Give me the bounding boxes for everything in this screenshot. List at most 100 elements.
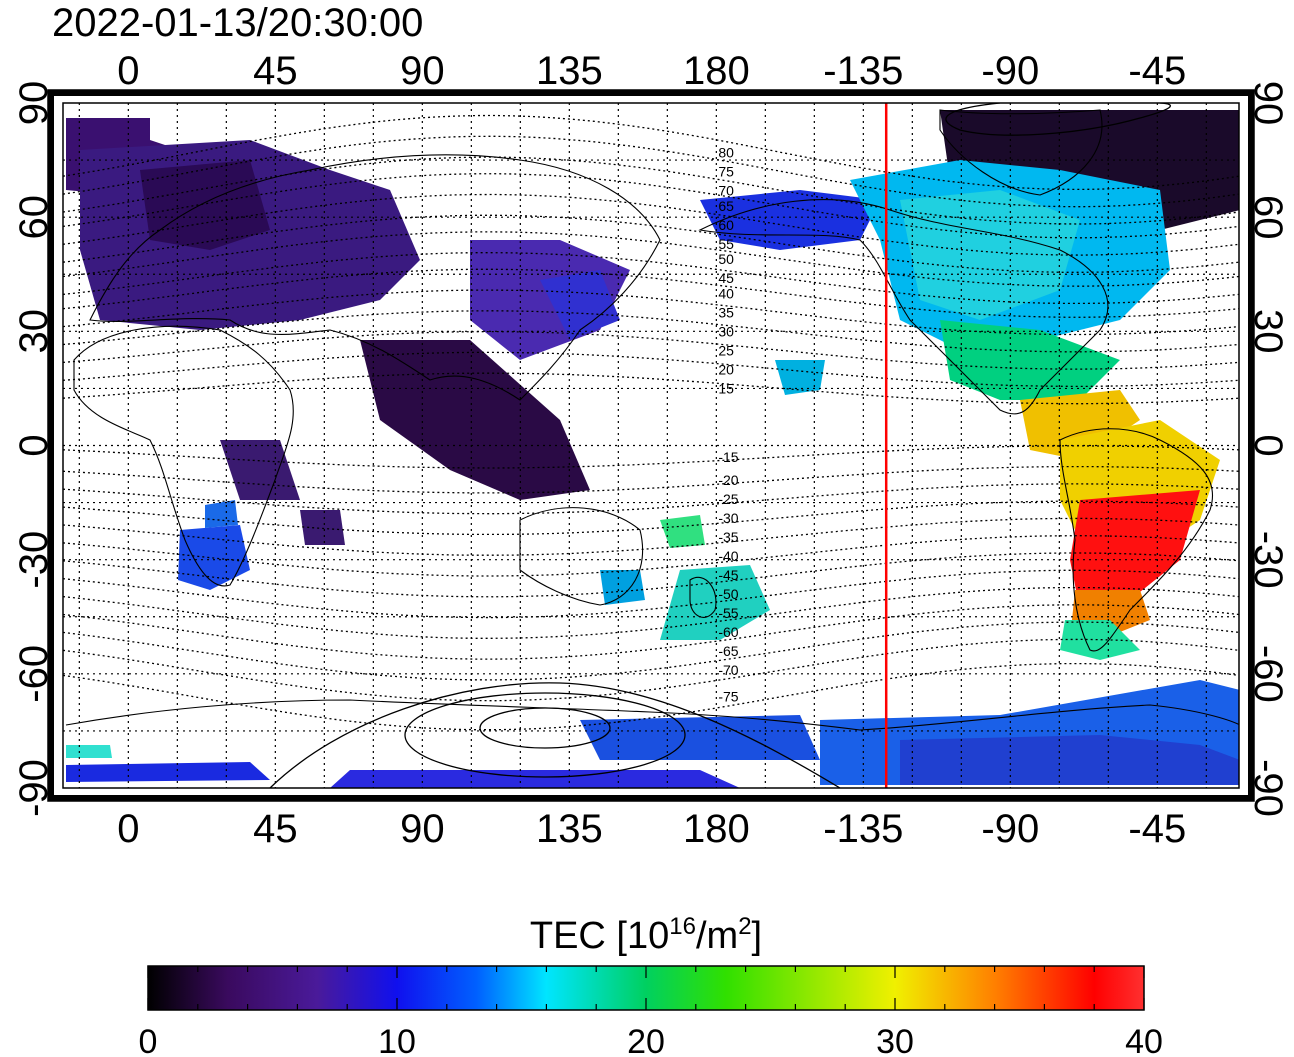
bottom-longitude-label: -135 (823, 807, 903, 851)
contour-label: 35 (718, 304, 734, 320)
tec-data-layer (66, 110, 1239, 788)
left-latitude-label: -90 (12, 759, 56, 817)
frame-top-bar (48, 90, 1254, 96)
left-latitude-label: 60 (12, 195, 56, 240)
magnetic-contour-line (63, 252, 1239, 305)
frame-left-bar (48, 90, 54, 801)
right-latitude-label: 0 (1246, 434, 1290, 456)
coast-eurasia (89, 154, 661, 401)
magnetic-contour-line (63, 445, 1239, 469)
magnetic-contour-line (63, 372, 1239, 405)
colorbar-tick-label: 40 (1125, 1023, 1163, 1057)
bottom-longitude-label: 180 (683, 807, 750, 851)
contour-label: -75 (718, 689, 738, 705)
magnetic-contour-line (63, 351, 1239, 388)
magnetic-contour-line (63, 289, 1239, 336)
contour-label: -30 (718, 510, 738, 526)
contour-label: -55 (718, 605, 738, 621)
left-latitude-label: 90 (12, 81, 56, 126)
magnetic-pole-contours (269, 103, 1172, 788)
bottom-longitude-label: -45 (1128, 807, 1186, 851)
left-latitude-label: 0 (12, 434, 56, 456)
magnetic-contour-line (63, 483, 1239, 515)
magnetic-contour-line (63, 330, 1239, 370)
right-latitude-label: -90 (1246, 759, 1290, 817)
contour-label: -70 (718, 662, 738, 678)
contour-label: -60 (718, 624, 738, 640)
contour-label: 55 (718, 236, 734, 252)
map-inner-frame (62, 102, 1240, 789)
tec-colorbar: TEC [1016/m2] 0 10 20 30 40 (139, 913, 1163, 1057)
right-latitude-label: 30 (1246, 309, 1290, 354)
coast-australia (519, 507, 644, 606)
contour-label: 40 (718, 285, 734, 301)
contour-label: -40 (718, 548, 738, 564)
right-latitude-label: -30 (1246, 531, 1290, 589)
top-longitude-label: 45 (253, 49, 298, 93)
contour-label: 20 (718, 361, 734, 377)
contour-label: 25 (718, 342, 734, 358)
contour-label: 15 (718, 380, 734, 396)
frame-right-bar (1248, 90, 1254, 801)
bottom-longitude-label: 0 (117, 807, 139, 851)
colorbar-tick-labels: 0 10 20 30 40 (139, 1023, 1163, 1057)
right-latitude-label: 90 (1246, 81, 1290, 126)
contour-label: 50 (718, 251, 734, 267)
magnetic-contour-line (63, 268, 1239, 318)
contour-label: -25 (718, 491, 738, 507)
magnetic-contour-line (63, 604, 1239, 660)
timestamp-title: 2022-01-13/20:30:00 (52, 1, 423, 45)
contour-label: 75 (718, 164, 734, 180)
top-longitude-label: 0 (117, 49, 139, 93)
magnetic-contour-line (63, 586, 1239, 639)
contour-label: -65 (718, 643, 738, 659)
bottom-longitude-label: 135 (536, 807, 603, 851)
magnetic-contour-line (63, 638, 1239, 702)
tec-map: 8075706560555045403530252015-15-20-25-30… (12, 49, 1290, 851)
coast-new-zealand (689, 577, 717, 618)
bottom-longitude-labels: 0 45 90 135 180 -135 -90 -45 (117, 807, 1186, 851)
coast-south-america (1059, 428, 1214, 652)
coast-greenland (939, 109, 1103, 196)
contour-label: -20 (718, 472, 738, 488)
contour-label: 30 (718, 323, 734, 339)
contour-label: -45 (718, 567, 738, 583)
left-latitude-labels: 90 60 30 0 -30 -60 -90 (12, 81, 56, 817)
contour-label: 70 (718, 183, 734, 199)
contour-label: -50 (718, 586, 738, 602)
magnetic-contour-line (63, 465, 1239, 494)
left-latitude-label: -60 (12, 645, 56, 703)
magnetic-contour-line (63, 114, 1239, 191)
left-latitude-label: 30 (12, 309, 56, 354)
top-longitude-labels: 0 45 90 135 180 -135 -90 -45 (117, 49, 1186, 93)
magnetic-latitude-contours (63, 114, 1239, 731)
colorbar-ticks (147, 966, 1145, 1010)
coast-antarctica (65, 699, 1239, 731)
colorbar-tick-label: 10 (378, 1023, 416, 1057)
magnetic-contour-line (63, 517, 1239, 556)
magnetic-contour-line (63, 500, 1239, 536)
colorbar-tick-label: 20 (627, 1023, 665, 1057)
magnetic-contour-line (63, 621, 1239, 681)
right-latitude-label: -60 (1246, 645, 1290, 703)
coastlines (65, 109, 1239, 731)
top-longitude-label: 180 (683, 49, 750, 93)
bottom-longitude-label: 90 (400, 807, 445, 851)
contour-label: 65 (718, 198, 734, 214)
bottom-longitude-label: -90 (981, 807, 1039, 851)
colorbar-tick-label: 30 (876, 1023, 914, 1057)
top-longitude-label: -45 (1128, 49, 1186, 93)
magnetic-contour-line (63, 231, 1239, 287)
top-longitude-label: 90 (400, 49, 445, 93)
right-latitude-labels: 90 60 30 0 -30 -60 -90 (1246, 81, 1290, 817)
top-longitude-label: 135 (536, 49, 603, 93)
contour-labels: 8075706560555045403530252015-15-20-25-30… (718, 144, 738, 704)
contour-label: -35 (718, 529, 738, 545)
bottom-longitude-label: 45 (253, 807, 298, 851)
contour-label: 45 (718, 270, 734, 286)
colorbar-title: TEC [1016/m2] (530, 913, 762, 957)
magnetic-contour-line (63, 569, 1239, 619)
coast-north-america (698, 199, 1109, 415)
top-longitude-label: -135 (823, 49, 903, 93)
